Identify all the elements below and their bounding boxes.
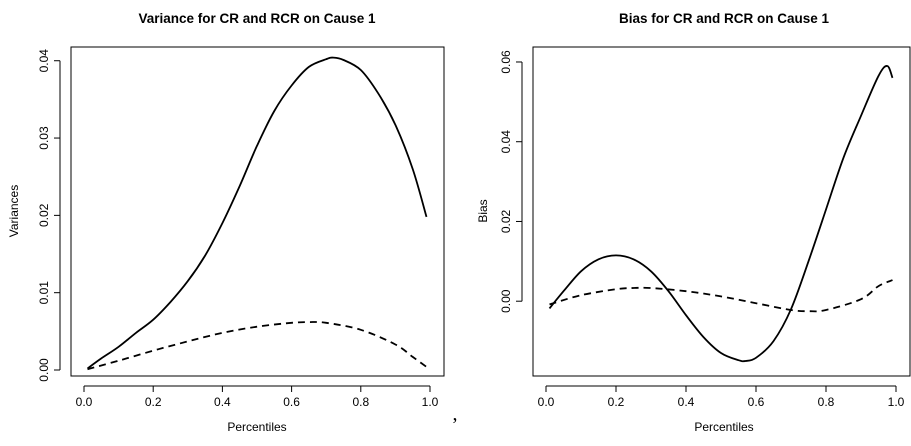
bias-x-tick-label: 0.4: [678, 395, 695, 409]
variance-y-tick-label: 0.00: [37, 358, 51, 382]
variance-y-tick-label: 0.02: [37, 203, 51, 227]
bias-y-tick-label: 0.02: [499, 209, 513, 233]
bias-x-axis-label: Percentiles: [694, 420, 753, 434]
variance-series-solid-line: [86, 56, 428, 370]
bias-chart: Bias for CR and RCR on Cause 1 Percentil…: [476, 11, 911, 434]
bias-x-tick-label: 0.8: [818, 395, 835, 409]
panel-separator: ,: [453, 403, 458, 425]
bias-y-tick-label: 0.04: [499, 130, 513, 154]
variance-chart-title: Variance for CR and RCR on Cause 1: [138, 11, 376, 26]
variance-plot-frame: [70, 46, 445, 377]
bias-y-tick-label: 0.00: [499, 289, 513, 313]
variance-x-tick-label: 0.0: [76, 395, 93, 409]
variance-x-tick-label: 0.4: [214, 395, 231, 409]
variance-x-tick-label: 0.2: [145, 395, 162, 409]
bias-x-tick-label: 0.0: [538, 395, 555, 409]
variance-x-tick-label: 0.8: [352, 395, 369, 409]
bias-y-tick-label: 0.06: [499, 50, 513, 74]
bias-x-tick-label: 0.6: [748, 395, 765, 409]
bias-x-tick-label: 0.2: [608, 395, 625, 409]
variance-y-axis-label: Variances: [7, 185, 21, 237]
variance-y-tick-label: 0.01: [37, 281, 51, 305]
bias-series-dashed-line: [549, 279, 893, 313]
variance-chart: Variance for CR and RCR on Cause 1 Perce…: [7, 11, 445, 434]
bias-series-solid-line: [548, 65, 894, 363]
bias-plot-frame: [532, 46, 911, 377]
variance-x-axis-label: Percentiles: [227, 420, 286, 434]
variance-x-tick-label: 1.0: [422, 395, 439, 409]
bias-chart-title: Bias for CR and RCR on Cause 1: [619, 11, 830, 26]
variance-y-tick-label: 0.03: [37, 126, 51, 150]
variance-series-dashed-line: [87, 321, 428, 371]
bias-y-axis-label: Bias: [476, 199, 490, 222]
bias-x-tick-label: 1.0: [888, 395, 905, 409]
variance-y-tick-label: 0.04: [37, 49, 51, 73]
variance-x-tick-label: 0.6: [283, 395, 300, 409]
